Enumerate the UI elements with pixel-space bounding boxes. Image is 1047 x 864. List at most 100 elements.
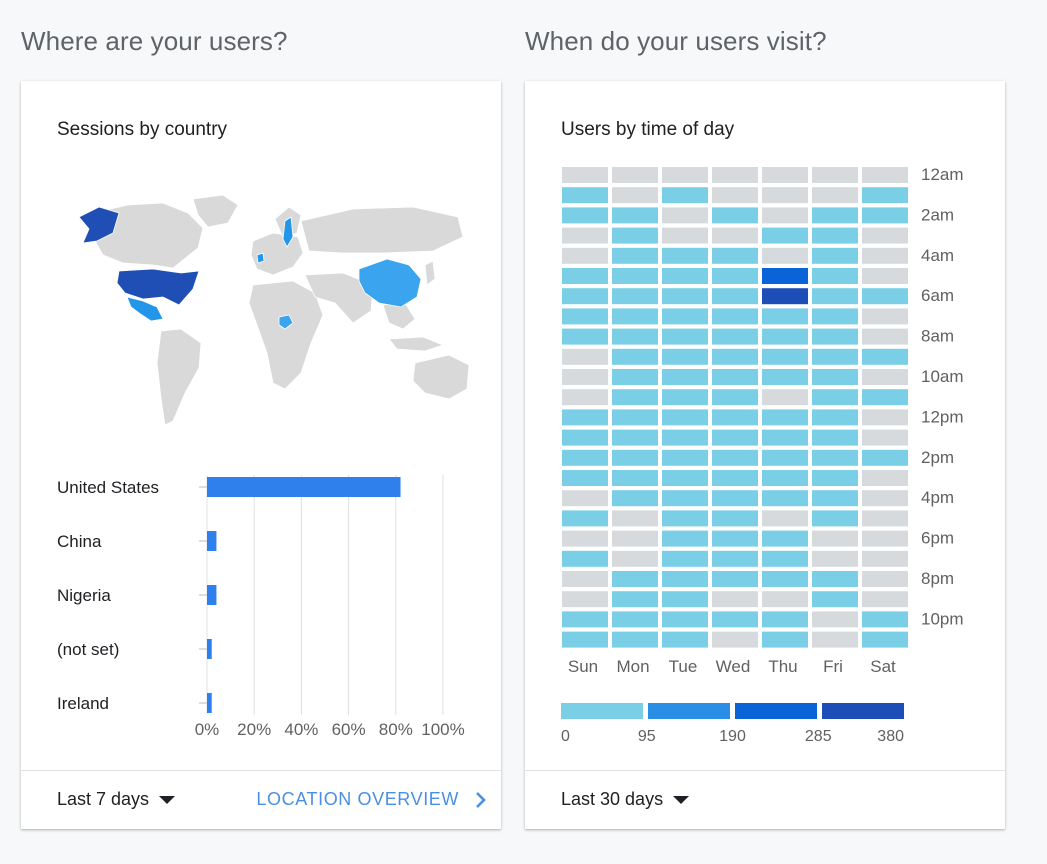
heatmap-cell[interactable] — [612, 227, 658, 244]
heatmap-cell[interactable] — [612, 429, 658, 446]
heatmap-cell[interactable] — [862, 328, 908, 345]
heatmap-cell[interactable] — [662, 227, 708, 244]
heatmap-cell[interactable] — [862, 167, 908, 183]
heatmap-cell[interactable] — [562, 510, 608, 527]
heatmap-cell[interactable] — [712, 268, 758, 284]
heatmap-cell[interactable] — [862, 207, 908, 224]
heatmap-cell[interactable] — [762, 227, 808, 244]
heatmap-cell[interactable] — [762, 247, 808, 264]
heatmap-cell[interactable] — [612, 167, 658, 183]
heatmap-cell[interactable] — [862, 510, 908, 527]
heatmap-cell[interactable] — [812, 308, 858, 325]
heatmap-cell[interactable] — [812, 591, 858, 608]
heatmap-cell[interactable] — [762, 268, 808, 284]
heatmap-cell[interactable] — [662, 510, 708, 527]
heatmap-cell[interactable] — [712, 530, 758, 547]
heatmap-cell[interactable] — [562, 308, 608, 325]
heatmap-cell[interactable] — [612, 490, 658, 507]
heatmap-cell[interactable] — [762, 308, 808, 325]
heatmap-cell[interactable] — [612, 268, 658, 284]
heatmap-cell[interactable] — [712, 591, 758, 608]
heatmap-cell[interactable] — [662, 389, 708, 406]
location-overview-link[interactable]: LOCATION OVERVIEW — [256, 789, 487, 810]
heatmap-cell[interactable] — [612, 550, 658, 567]
heatmap-cell[interactable] — [662, 167, 708, 183]
heatmap-cell[interactable] — [862, 571, 908, 587]
heatmap-cell[interactable] — [562, 268, 608, 284]
heatmap-cell[interactable] — [812, 328, 858, 345]
heatmap-cell[interactable] — [762, 611, 808, 628]
heatmap-cell[interactable] — [662, 490, 708, 507]
heatmap-cell[interactable] — [562, 631, 608, 648]
heatmap-cell[interactable] — [762, 550, 808, 567]
heatmap-cell[interactable] — [612, 389, 658, 406]
heatmap-cell[interactable] — [612, 369, 658, 385]
heatmap-cell[interactable] — [812, 268, 858, 284]
heatmap-cell[interactable] — [862, 268, 908, 284]
heatmap-cell[interactable] — [762, 389, 808, 406]
heatmap-cell[interactable] — [562, 571, 608, 587]
heatmap-cell[interactable] — [812, 631, 858, 648]
heatmap-cell[interactable] — [862, 449, 908, 466]
heatmap-cell[interactable] — [862, 227, 908, 244]
bar[interactable] — [207, 477, 401, 497]
heatmap-cell[interactable] — [662, 530, 708, 547]
heatmap-cell[interactable] — [712, 409, 758, 426]
heatmap-cell[interactable] — [612, 409, 658, 426]
heatmap-cell[interactable] — [562, 449, 608, 466]
heatmap-cell[interactable] — [762, 187, 808, 204]
heatmap-cell[interactable] — [812, 207, 858, 224]
heatmap-cell[interactable] — [812, 369, 858, 385]
heatmap-cell[interactable] — [712, 389, 758, 406]
heatmap-cell[interactable] — [662, 328, 708, 345]
heatmap-cell[interactable] — [612, 571, 658, 587]
heatmap-cell[interactable] — [712, 449, 758, 466]
heatmap-cell[interactable] — [562, 288, 608, 305]
heatmap-cell[interactable] — [612, 449, 658, 466]
heatmap-cell[interactable] — [862, 611, 908, 628]
heatmap-cell[interactable] — [762, 409, 808, 426]
heatmap-cell[interactable] — [862, 409, 908, 426]
heatmap-cell[interactable] — [612, 328, 658, 345]
heatmap-cell[interactable] — [662, 409, 708, 426]
heatmap-cell[interactable] — [862, 591, 908, 608]
heatmap-cell[interactable] — [562, 611, 608, 628]
heatmap-cell[interactable] — [662, 429, 708, 446]
heatmap-cell[interactable] — [762, 470, 808, 486]
heatmap-cell[interactable] — [662, 348, 708, 365]
heatmap-cell[interactable] — [562, 530, 608, 547]
heatmap-cell[interactable] — [812, 530, 858, 547]
heatmap-cell[interactable] — [562, 490, 608, 507]
heatmap-cell[interactable] — [712, 490, 758, 507]
heatmap-cell[interactable] — [712, 369, 758, 385]
heatmap-cell[interactable] — [662, 247, 708, 264]
heatmap-cell[interactable] — [862, 247, 908, 264]
heatmap-cell[interactable] — [812, 470, 858, 486]
heatmap-cell[interactable] — [562, 247, 608, 264]
heatmap-cell[interactable] — [562, 369, 608, 385]
heatmap-cell[interactable] — [762, 490, 808, 507]
heatmap-cell[interactable] — [712, 611, 758, 628]
heatmap-cell[interactable] — [762, 631, 808, 648]
heatmap-cell[interactable] — [662, 470, 708, 486]
heatmap-cell[interactable] — [862, 348, 908, 365]
heatmap-cell[interactable] — [812, 449, 858, 466]
heatmap-cell[interactable] — [862, 389, 908, 406]
heatmap-cell[interactable] — [712, 247, 758, 264]
heatmap-cell[interactable] — [812, 167, 858, 183]
heatmap-cell[interactable] — [662, 288, 708, 305]
heatmap-cell[interactable] — [712, 308, 758, 325]
heatmap-cell[interactable] — [662, 550, 708, 567]
heatmap-cell[interactable] — [612, 631, 658, 648]
heatmap-cell[interactable] — [812, 429, 858, 446]
bar[interactable] — [207, 693, 212, 713]
heatmap-cell[interactable] — [812, 409, 858, 426]
heatmap-cell[interactable] — [812, 288, 858, 305]
bar[interactable] — [207, 639, 212, 659]
heatmap-cell[interactable] — [812, 227, 858, 244]
heatmap-cell[interactable] — [612, 348, 658, 365]
heatmap-cell[interactable] — [812, 611, 858, 628]
heatmap-cell[interactable] — [712, 167, 758, 183]
heatmap-cell[interactable] — [612, 308, 658, 325]
bar[interactable] — [207, 585, 217, 605]
